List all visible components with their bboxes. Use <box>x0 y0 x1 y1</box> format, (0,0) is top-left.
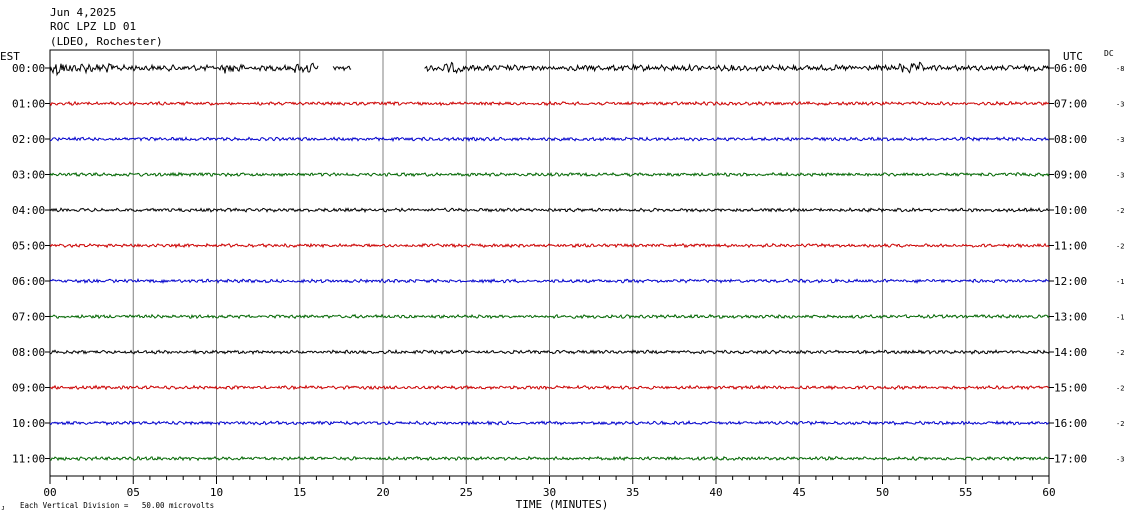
time-grid <box>132 50 967 476</box>
dc-offset-label: -2 <box>1116 243 1124 251</box>
dc-offset-label: -3 <box>1116 101 1124 109</box>
trace-line <box>49 206 1050 214</box>
x-tick-label: 15 <box>293 486 306 499</box>
trace-line <box>49 348 1050 356</box>
utc-row-label: 16:00 <box>1054 417 1087 430</box>
trace-line <box>49 419 1050 426</box>
x-tick-label: 25 <box>460 486 473 499</box>
x-tick-label: 55 <box>959 486 972 499</box>
corner-mark: ᴊ <box>1 504 5 512</box>
trace-line <box>49 384 1050 391</box>
dc-header-label: DC <box>1104 49 1114 58</box>
est-row-label: 02:00 <box>12 133 45 146</box>
left-zone-label: EST <box>0 50 20 63</box>
trace-line <box>49 62 319 77</box>
dc-offset-label: -2 <box>1116 349 1124 357</box>
x-tick-label: 10 <box>210 486 223 499</box>
utc-row-label: 08:00 <box>1054 133 1087 146</box>
utc-row-label: 10:00 <box>1054 204 1087 217</box>
est-row-label: 05:00 <box>12 240 45 253</box>
x-tick-label: 00 <box>43 486 56 499</box>
date-label: Jun 4,2025 <box>50 6 116 19</box>
dc-offset-label: -1 <box>1116 314 1124 322</box>
trace-line <box>49 455 1050 462</box>
station-label: ROC LPZ LD 01 <box>50 20 136 33</box>
trace-line <box>332 65 352 72</box>
trace-line <box>49 136 1050 143</box>
x-axis-title: TIME (MINUTES) <box>516 498 609 511</box>
dc-offset-label: -8 <box>1116 65 1124 73</box>
est-row-label: 01:00 <box>12 98 45 111</box>
est-row-label: 11:00 <box>12 453 45 466</box>
est-row-label: 04:00 <box>12 204 45 217</box>
dc-offset-label: -2 <box>1116 420 1124 428</box>
utc-row-label: 15:00 <box>1054 382 1087 395</box>
right-zone-label: UTC <box>1063 50 1083 63</box>
x-tick-label: 60 <box>1042 486 1055 499</box>
utc-row-label: 07:00 <box>1054 98 1087 111</box>
est-row-label: 09:00 <box>12 382 45 395</box>
utc-row-label: 11:00 <box>1054 240 1087 253</box>
utc-row-label: 06:00 <box>1054 62 1087 75</box>
dc-offset-label: -2 <box>1116 385 1124 393</box>
utc-row-label: 12:00 <box>1054 275 1087 288</box>
dc-offset-label: -1 <box>1116 278 1124 286</box>
x-tick-label: 20 <box>376 486 389 499</box>
dc-offset-label: -3 <box>1116 172 1124 180</box>
dc-offset-label: -3 <box>1116 456 1124 464</box>
trace-line <box>49 242 1050 249</box>
trace-line <box>49 313 1050 320</box>
est-row-label: 08:00 <box>12 346 45 359</box>
est-row-label: 00:00 <box>12 62 45 75</box>
x-tick-label: 50 <box>876 486 889 499</box>
est-row-label: 06:00 <box>12 275 45 288</box>
est-row-label: 10:00 <box>12 417 45 430</box>
trace-line <box>49 171 1050 178</box>
utc-row-label: 17:00 <box>1054 453 1087 466</box>
x-tick-label: 45 <box>793 486 806 499</box>
dc-offset-label: -2 <box>1116 207 1124 215</box>
x-tick-label: 05 <box>127 486 140 499</box>
trace-line <box>49 277 1050 284</box>
dc-offset-label: -3 <box>1116 136 1124 144</box>
est-row-label: 07:00 <box>12 311 45 324</box>
utc-row-label: 13:00 <box>1054 311 1087 324</box>
x-tick-label: 35 <box>626 486 639 499</box>
network-label: (LDEO, Rochester) <box>50 35 163 48</box>
x-axis: 00 05 10 15 20 25 30 35 40 45 50 55 60 <box>43 476 1056 499</box>
scale-note: Each Vertical Division = 50.00 microvolt… <box>20 501 214 510</box>
trace-line <box>49 100 1050 107</box>
x-tick-label: 30 <box>543 486 556 499</box>
x-tick-label: 40 <box>709 486 722 499</box>
utc-row-label: 14:00 <box>1054 346 1087 359</box>
row-labels: 00:00 06:00 -8 01:00 07:00 -3 02:00 08:00 -3 03:0… <box>12 62 1124 466</box>
utc-row-label: 09:00 <box>1054 169 1087 182</box>
trace-rows <box>49 61 1050 462</box>
est-row-label: 03:00 <box>12 169 45 182</box>
trace-line <box>424 61 1050 75</box>
